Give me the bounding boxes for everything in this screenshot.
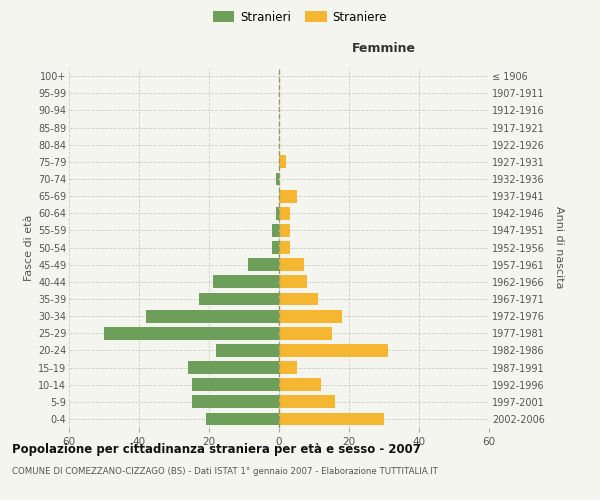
Bar (272, 241, 279, 254)
Bar (191, 396, 279, 408)
Y-axis label: Fasce di età: Fasce di età (23, 214, 34, 280)
Bar (279, 190, 296, 202)
Bar (279, 344, 388, 357)
Bar (279, 224, 290, 237)
Bar (279, 310, 342, 322)
Bar (279, 258, 304, 271)
Bar (212, 276, 279, 288)
Bar (279, 361, 296, 374)
Bar (279, 156, 286, 168)
Text: Popolazione per cittadinanza straniera per età e sesso - 2007: Popolazione per cittadinanza straniera p… (12, 442, 421, 456)
Legend: Stranieri, Straniere: Stranieri, Straniere (208, 6, 392, 28)
Bar (279, 241, 290, 254)
Bar (205, 412, 279, 426)
Bar (199, 292, 279, 306)
Y-axis label: Anni di nascita: Anni di nascita (554, 206, 564, 289)
Bar (279, 207, 290, 220)
Bar (275, 207, 279, 220)
Text: Femmine: Femmine (352, 42, 416, 55)
Bar (275, 172, 279, 186)
Bar (279, 378, 321, 391)
Bar (248, 258, 279, 271)
Bar (216, 344, 279, 357)
Bar (188, 361, 279, 374)
Bar (279, 292, 317, 306)
Bar (146, 310, 279, 322)
Bar (279, 396, 335, 408)
Bar (279, 276, 307, 288)
Bar (272, 224, 279, 237)
Bar (279, 327, 331, 340)
Text: COMUNE DI COMEZZANO-CIZZAGO (BS) - Dati ISTAT 1° gennaio 2007 - Elaborazione TUT: COMUNE DI COMEZZANO-CIZZAGO (BS) - Dati … (12, 468, 438, 476)
Bar (279, 412, 384, 426)
Bar (104, 327, 279, 340)
Bar (191, 378, 279, 391)
